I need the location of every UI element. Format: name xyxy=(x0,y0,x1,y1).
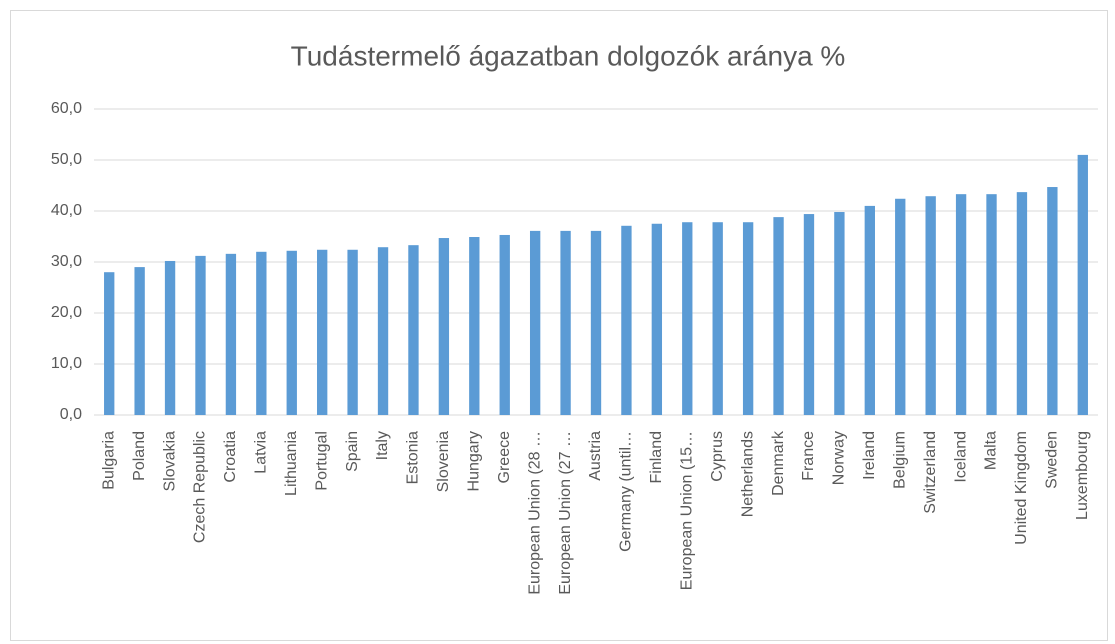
x-tick-label: Hungary xyxy=(466,431,483,491)
bar xyxy=(377,247,389,415)
bar xyxy=(560,230,571,415)
x-tick-label: Finland xyxy=(648,431,665,483)
x-tick-label: Portugal xyxy=(313,431,330,491)
x-tick-label: Iceland xyxy=(952,431,969,483)
x-tick-label: United Kingdom xyxy=(1013,431,1030,545)
x-tick-label: Slovenia xyxy=(435,431,452,492)
x-tick-label: France xyxy=(800,431,817,481)
x-tick-label: Poland xyxy=(131,431,148,481)
x-tick-label: Belgium xyxy=(891,431,908,489)
bar xyxy=(347,249,358,415)
x-tick-label: Switzerland xyxy=(922,431,939,514)
bar xyxy=(925,196,936,415)
x-tick-label: Lithuania xyxy=(283,431,300,496)
y-tick-label: 30,0 xyxy=(51,253,82,270)
bar xyxy=(408,245,419,415)
bar xyxy=(469,237,480,415)
bar xyxy=(164,260,176,415)
bar xyxy=(256,251,267,415)
x-tick-label: Netherlands xyxy=(739,431,756,517)
x-tick-label: European Union (15… xyxy=(678,431,695,590)
bar xyxy=(621,225,632,415)
x-tick-label: Latvia xyxy=(253,431,270,474)
bar xyxy=(1047,187,1058,415)
y-tick-label: 20,0 xyxy=(51,304,82,321)
y-tick-label: 10,0 xyxy=(51,355,82,372)
x-tick-label: Slovakia xyxy=(161,431,178,492)
x-tick-label: Norway xyxy=(831,431,848,485)
bar xyxy=(104,272,115,415)
bar xyxy=(773,217,784,415)
x-tick-label: European Union (28 … xyxy=(526,431,543,595)
x-tick-label: Italy xyxy=(374,431,391,460)
chart-border xyxy=(10,10,1108,641)
bar xyxy=(712,222,723,415)
x-tick-label: Germany (until… xyxy=(618,431,635,552)
bar xyxy=(286,250,297,415)
x-tick-label: Sweden xyxy=(1044,431,1061,489)
y-tick-label: 40,0 xyxy=(51,202,82,219)
x-tick-label: Luxembourg xyxy=(1074,431,1091,520)
bar xyxy=(195,255,206,415)
bar xyxy=(864,205,875,415)
x-tick-label: European Union (27 … xyxy=(557,431,574,595)
bar xyxy=(529,230,541,415)
bar xyxy=(438,238,450,415)
bar xyxy=(499,234,510,415)
x-tick-label: Ireland xyxy=(861,431,878,480)
y-tick-label: 60,0 xyxy=(51,100,82,117)
bar xyxy=(742,222,754,415)
x-tick-label: Estonia xyxy=(405,431,422,484)
bar xyxy=(955,194,967,415)
x-tick-label: Czech Republic xyxy=(192,431,209,543)
bar xyxy=(225,253,237,415)
x-tick-label: Denmark xyxy=(770,430,787,496)
x-tick-label: Austria xyxy=(587,431,604,481)
bar xyxy=(1077,154,1088,415)
bar xyxy=(834,212,845,415)
bar xyxy=(317,249,328,415)
x-tick-label: Spain xyxy=(344,431,361,472)
bar xyxy=(895,198,906,415)
bar xyxy=(682,222,693,415)
bar xyxy=(651,223,663,415)
x-tick-label: Croatia xyxy=(222,431,239,483)
bar xyxy=(803,214,815,415)
bar xyxy=(134,267,145,415)
x-tick-label: Greece xyxy=(496,431,513,484)
y-tick-label: 50,0 xyxy=(51,151,82,168)
chart-title: Tudástermelő ágazatban dolgozók aránya % xyxy=(291,40,846,71)
bar xyxy=(986,194,997,415)
x-tick-label: Malta xyxy=(983,431,1000,470)
x-tick-label: Bulgaria xyxy=(100,431,117,490)
bar xyxy=(590,230,602,415)
x-tick-label: Cyprus xyxy=(709,431,726,482)
y-tick-label: 0,0 xyxy=(60,406,82,423)
bar xyxy=(1016,192,1028,415)
